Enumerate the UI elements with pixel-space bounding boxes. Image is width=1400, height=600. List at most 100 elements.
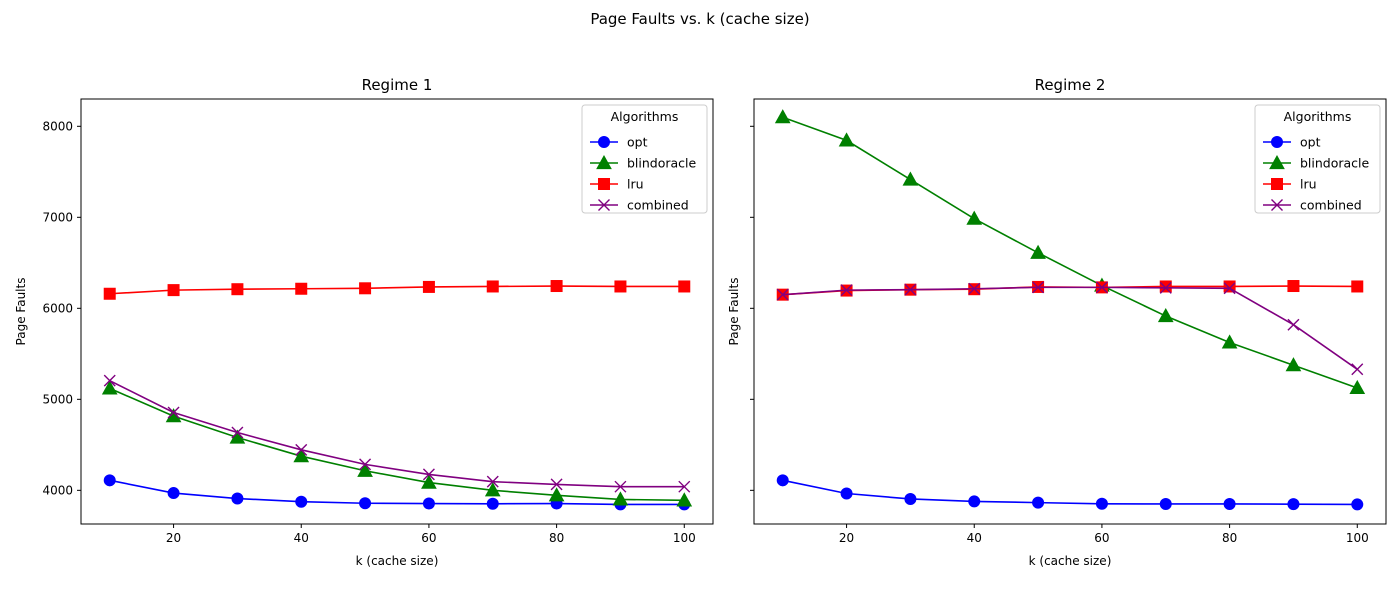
data-point-opt (422, 497, 435, 510)
data-point-opt (167, 487, 180, 500)
x-tick-label: 40 (294, 531, 309, 545)
series-line-combined (109, 379, 685, 488)
data-point-blindoracle (1157, 308, 1174, 323)
chart-title: Regime 1 (362, 76, 433, 94)
data-point-blindoracle (902, 171, 919, 186)
y-tick-label: 7000 (42, 210, 73, 224)
data-point-blindoracle (101, 380, 118, 395)
series-line-opt (782, 479, 1358, 506)
data-point-blindoracle (1349, 379, 1366, 395)
data-point-opt (295, 495, 308, 508)
data-point-opt (1351, 498, 1364, 511)
data-point-lru (422, 280, 435, 293)
y-tick-label: 5000 (42, 392, 73, 406)
series-opt (776, 474, 1364, 511)
data-point-blindoracle (838, 132, 855, 147)
legend-entry-combined: combined (1263, 198, 1362, 213)
x-tick-label: 80 (549, 531, 564, 545)
data-point-combined (103, 374, 116, 387)
data-point-lru (167, 284, 180, 297)
data-point-combined (1223, 282, 1236, 295)
data-point-combined (776, 288, 789, 301)
data-point-opt (1032, 496, 1045, 509)
legend-entry-opt: opt (590, 135, 648, 150)
data-point-combined (550, 478, 563, 491)
legend-box (1254, 104, 1381, 214)
x-tick-label: 20 (166, 531, 181, 545)
legend-entry-blindoracle: blindoracle (590, 154, 697, 171)
x-tick-label: 20 (839, 531, 854, 545)
data-point-opt (968, 495, 981, 508)
legend-label: opt (627, 135, 648, 150)
data-point-combined (614, 480, 627, 493)
data-point-lru (614, 280, 627, 293)
data-point-lru (295, 282, 308, 295)
series-combined (103, 374, 691, 493)
data-point-opt (359, 497, 372, 510)
data-point-lru (103, 287, 116, 300)
data-point-lru (1287, 280, 1300, 293)
legend-label: lru (627, 177, 644, 192)
data-point-lru (1159, 280, 1172, 293)
data-point-opt (486, 497, 499, 510)
data-point-lru (1351, 280, 1364, 293)
series-blindoracle (101, 380, 693, 507)
data-point-blindoracle (357, 462, 373, 477)
x-axis-label: k (cache size) (1029, 554, 1112, 568)
data-point-lru (678, 280, 691, 293)
legend-title: Algorithms (611, 109, 679, 124)
data-point-opt (1095, 497, 1108, 510)
legend: Algorithms opt blindoracle lru combined (1254, 104, 1381, 214)
data-point-opt (840, 487, 853, 500)
x-tick-label: 60 (1094, 531, 1109, 545)
data-point-opt (1223, 497, 1236, 510)
y-tick-label: 6000 (42, 301, 73, 315)
data-point-blindoracle (1221, 334, 1238, 349)
legend: Algorithms opt blindoracle lru combined (581, 104, 708, 214)
legend-entry-opt: opt (1263, 135, 1321, 150)
x-tick-label: 40 (967, 531, 982, 545)
data-point-combined (1287, 318, 1300, 331)
data-point-lru (486, 280, 499, 293)
data-point-lru (1223, 280, 1236, 293)
data-point-combined (904, 283, 917, 296)
legend-label: blindoracle (1300, 156, 1370, 171)
chart-panel-regime-2: Regime 2 20 40 60 80 100 k (cache size) Page Fa… (727, 76, 1387, 568)
legend-label: combined (1300, 198, 1362, 213)
data-point-blindoracle (612, 491, 629, 506)
data-point-blindoracle (421, 474, 437, 489)
legend-label: opt (1300, 135, 1321, 150)
data-point-combined (1032, 281, 1045, 294)
x-axis-label: k (cache size) (356, 554, 439, 568)
y-axis-label: Page Faults (14, 278, 28, 346)
legend-marker-blindoracle (1269, 154, 1285, 170)
data-point-combined (359, 458, 372, 471)
data-point-combined (167, 406, 180, 419)
data-point-blindoracle (293, 448, 310, 463)
data-point-opt (103, 474, 116, 487)
data-point-blindoracle (676, 492, 693, 507)
data-point-combined (1095, 281, 1108, 294)
legend-label: lru (1300, 177, 1317, 192)
data-point-combined (968, 282, 981, 295)
data-point-opt (1159, 497, 1172, 510)
legend-label: combined (627, 198, 689, 213)
data-point-blindoracle (1285, 357, 1302, 372)
data-point-combined (422, 468, 435, 481)
chart-title: Regime 2 (1035, 76, 1106, 94)
data-point-combined (840, 284, 853, 297)
legend-entry-lru: lru (1263, 177, 1317, 192)
data-point-blindoracle (548, 487, 565, 502)
x-tick-label: 60 (421, 531, 436, 545)
data-point-combined (678, 480, 691, 493)
data-point-combined (231, 426, 244, 439)
legend-marker-blindoracle (596, 154, 612, 170)
data-point-lru (231, 283, 244, 296)
data-point-combined (1159, 281, 1172, 294)
legend-entry-combined: combined (590, 198, 689, 213)
data-point-opt (1287, 498, 1300, 511)
data-point-blindoracle (966, 210, 983, 225)
data-point-opt (904, 492, 917, 505)
